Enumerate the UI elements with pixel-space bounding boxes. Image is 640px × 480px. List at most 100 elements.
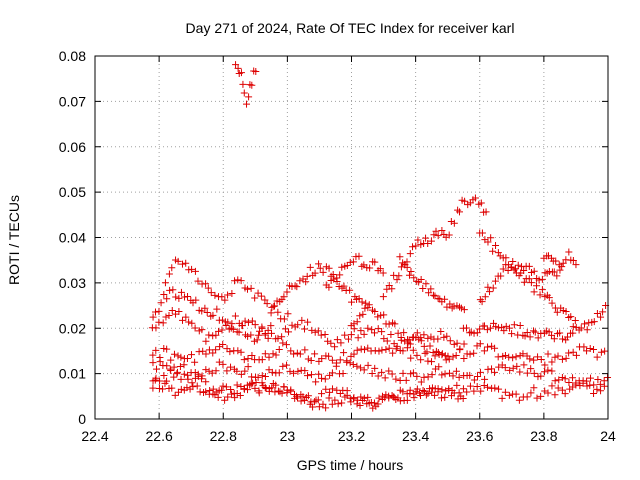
data-point xyxy=(501,364,509,372)
data-point xyxy=(417,356,425,364)
data-point xyxy=(177,385,185,393)
data-point xyxy=(315,260,323,268)
data-point xyxy=(449,353,457,361)
data-point xyxy=(596,380,604,388)
data-point xyxy=(311,269,319,277)
data-point xyxy=(188,379,196,387)
data-point xyxy=(247,284,255,292)
data-point xyxy=(244,332,252,340)
data-point xyxy=(428,388,436,396)
data-point xyxy=(478,298,486,306)
data-point xyxy=(237,370,245,378)
data-point xyxy=(347,331,355,339)
data-point xyxy=(244,363,252,371)
data-point xyxy=(391,320,399,328)
data-point xyxy=(237,348,245,356)
data-point xyxy=(347,398,355,406)
data-point xyxy=(237,69,245,77)
data-point xyxy=(155,307,163,315)
data-point xyxy=(338,263,346,271)
data-point xyxy=(395,272,403,280)
data-point xyxy=(245,93,253,101)
data-point xyxy=(356,312,364,320)
data-point xyxy=(486,288,494,296)
data-point xyxy=(161,279,169,287)
data-point xyxy=(466,382,474,390)
data-point xyxy=(422,280,430,288)
data-point xyxy=(527,365,535,373)
data-point xyxy=(169,286,177,294)
y-tick-label: 0.02 xyxy=(59,320,86,336)
data-point xyxy=(421,349,429,357)
data-point xyxy=(597,348,605,356)
data-point xyxy=(438,227,446,235)
data-point xyxy=(590,346,598,354)
data-point xyxy=(279,339,287,347)
data-point xyxy=(422,234,430,242)
data-point xyxy=(572,381,580,389)
data-point xyxy=(160,371,168,379)
data-point xyxy=(152,346,160,354)
data-point xyxy=(425,289,433,297)
data-point xyxy=(319,268,327,276)
data-point xyxy=(470,376,478,384)
data-point xyxy=(441,370,449,378)
data-point xyxy=(389,349,397,357)
data-point xyxy=(551,353,559,361)
data-point xyxy=(541,368,549,376)
data-point xyxy=(177,288,185,296)
data-point xyxy=(221,296,229,304)
data-point xyxy=(572,261,580,269)
data-point xyxy=(538,275,546,283)
data-point xyxy=(423,348,431,356)
data-point xyxy=(422,391,430,399)
data-point xyxy=(480,381,488,389)
data-point xyxy=(165,270,173,278)
series-markers xyxy=(149,358,612,389)
data-point xyxy=(410,274,418,282)
data-point xyxy=(507,264,515,272)
data-point xyxy=(248,317,256,325)
data-point xyxy=(275,346,283,354)
data-point xyxy=(550,268,558,276)
data-point xyxy=(321,330,329,338)
data-point xyxy=(322,385,330,393)
data-point xyxy=(287,386,295,394)
data-point xyxy=(270,302,278,310)
data-point xyxy=(153,365,161,373)
data-point xyxy=(531,328,539,336)
series-markers xyxy=(149,376,467,412)
data-point xyxy=(378,328,386,336)
series-markers xyxy=(396,253,468,314)
data-point xyxy=(328,356,336,364)
data-point xyxy=(176,363,184,371)
data-point xyxy=(267,309,275,317)
data-point xyxy=(371,258,379,266)
data-point xyxy=(209,349,217,357)
data-point xyxy=(393,342,401,350)
data-point xyxy=(198,326,206,334)
y-tick-label: 0.08 xyxy=(59,48,86,64)
data-point xyxy=(505,324,513,332)
data-point xyxy=(192,296,200,304)
data-point xyxy=(274,387,282,395)
data-point xyxy=(424,390,432,398)
data-point xyxy=(430,231,438,239)
x-tick-label: 23.6 xyxy=(466,428,493,444)
data-point xyxy=(491,344,499,352)
data-point xyxy=(359,396,367,404)
data-point xyxy=(182,259,190,267)
data-point xyxy=(501,388,509,396)
data-point xyxy=(353,400,361,408)
data-point xyxy=(428,371,436,379)
data-point xyxy=(307,357,315,365)
data-point xyxy=(553,272,561,280)
data-point xyxy=(319,400,327,408)
data-point xyxy=(484,283,492,291)
data-point xyxy=(301,346,309,354)
data-point xyxy=(228,320,236,328)
data-point xyxy=(357,327,365,335)
data-point xyxy=(151,308,159,316)
data-point xyxy=(159,385,167,393)
data-point xyxy=(247,380,255,388)
